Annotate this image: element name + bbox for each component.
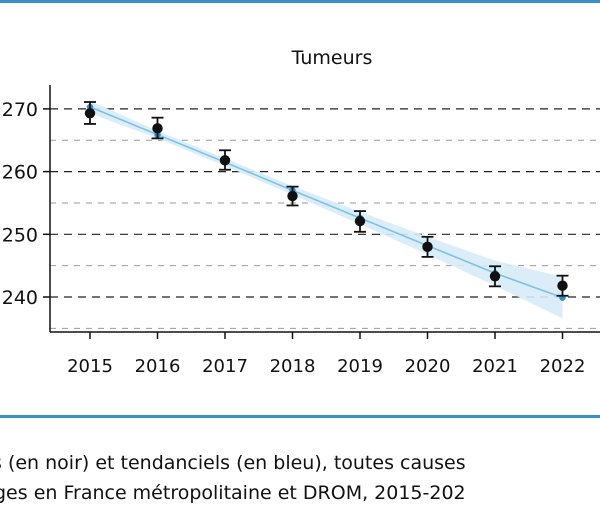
y-tick-label: 250 (2, 224, 38, 246)
observed-point (84, 108, 96, 119)
observed-point (489, 271, 501, 282)
x-tick-label: 2015 (67, 356, 113, 377)
x-tick-labels: 2015 2016 2017 2018 2019 2020 2021 2022 (67, 356, 585, 377)
chart-title: Tumeurs (291, 47, 373, 69)
observed-point (354, 215, 366, 227)
figure-caption-line-2: ges en France métropolitaine et DROM, 20… (0, 482, 466, 504)
bottom-divider (0, 415, 600, 418)
observed-points (84, 108, 568, 291)
observed-point (152, 123, 163, 134)
y-tick-labels: 240 250 260 270 (2, 99, 38, 309)
top-divider (0, 0, 600, 3)
chart: 2015 2016 2017 2018 2019 2020 2021 2022 2402502… (2, 47, 600, 377)
observed-point (287, 190, 298, 202)
x-tick-label: 2022 (540, 356, 586, 377)
observed-point (219, 155, 231, 166)
axes (43, 85, 600, 339)
x-tick-label: 2020 (405, 356, 451, 377)
x-tick-label: 2021 (472, 356, 518, 377)
y-tick-label: 270 (2, 99, 38, 121)
y-tick-label: 240 (2, 287, 38, 309)
trend-line (89, 106, 563, 299)
y-tick-label: 260 (2, 162, 38, 184)
figure-caption-line-1: s (en noir) et tendanciels (en bleu), to… (0, 452, 466, 474)
x-tick-label: 2016 (135, 356, 181, 377)
x-tick-label: 2019 (337, 356, 383, 377)
x-tick-label: 2018 (270, 356, 316, 377)
x-tick-label: 2017 (202, 356, 248, 377)
observed-point (422, 241, 433, 253)
observed-point (557, 280, 568, 291)
